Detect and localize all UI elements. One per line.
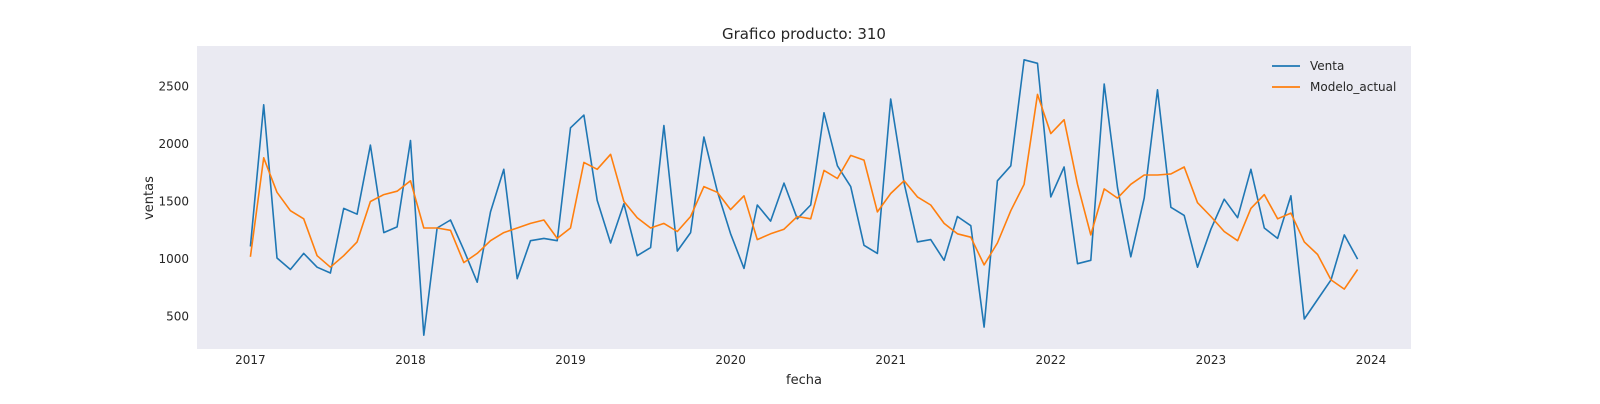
plot-area: [197, 46, 1411, 349]
legend: Venta Modelo_actual: [1272, 59, 1396, 94]
series-line-modelo-actual: [249, 93, 1359, 290]
x-tick-label: 2020: [715, 353, 746, 367]
chart-title: Grafico producto: 310: [722, 25, 886, 43]
x-tick-label: 2018: [395, 353, 426, 367]
y-tick-label: 1500: [158, 195, 189, 209]
x-axis-ticks: 2017 2018 2019 2020 2021 2022 2023 2024: [235, 353, 1386, 367]
legend-label: Modelo_actual: [1310, 80, 1396, 94]
y-tick-label: 2000: [158, 137, 189, 151]
y-tick-label: 1000: [158, 252, 189, 266]
x-tick-label: 2023: [1196, 353, 1227, 367]
x-axis-label: fecha: [786, 373, 822, 388]
legend-label: Venta: [1310, 59, 1344, 73]
x-tick-label: 2022: [1036, 353, 1067, 367]
x-tick-label: 2017: [235, 353, 266, 367]
y-tick-label: 500: [166, 310, 189, 324]
series-line-venta: [249, 58, 1359, 337]
x-tick-label: 2021: [875, 353, 906, 367]
y-tick-label: 2500: [158, 79, 189, 93]
y-axis-ticks: 500 1000 1500 2000 2500: [158, 79, 189, 323]
x-tick-label: 2019: [555, 353, 586, 367]
series-layer: [249, 58, 1359, 337]
x-tick-label: 2024: [1356, 353, 1387, 367]
y-axis-label: ventas: [142, 176, 157, 220]
